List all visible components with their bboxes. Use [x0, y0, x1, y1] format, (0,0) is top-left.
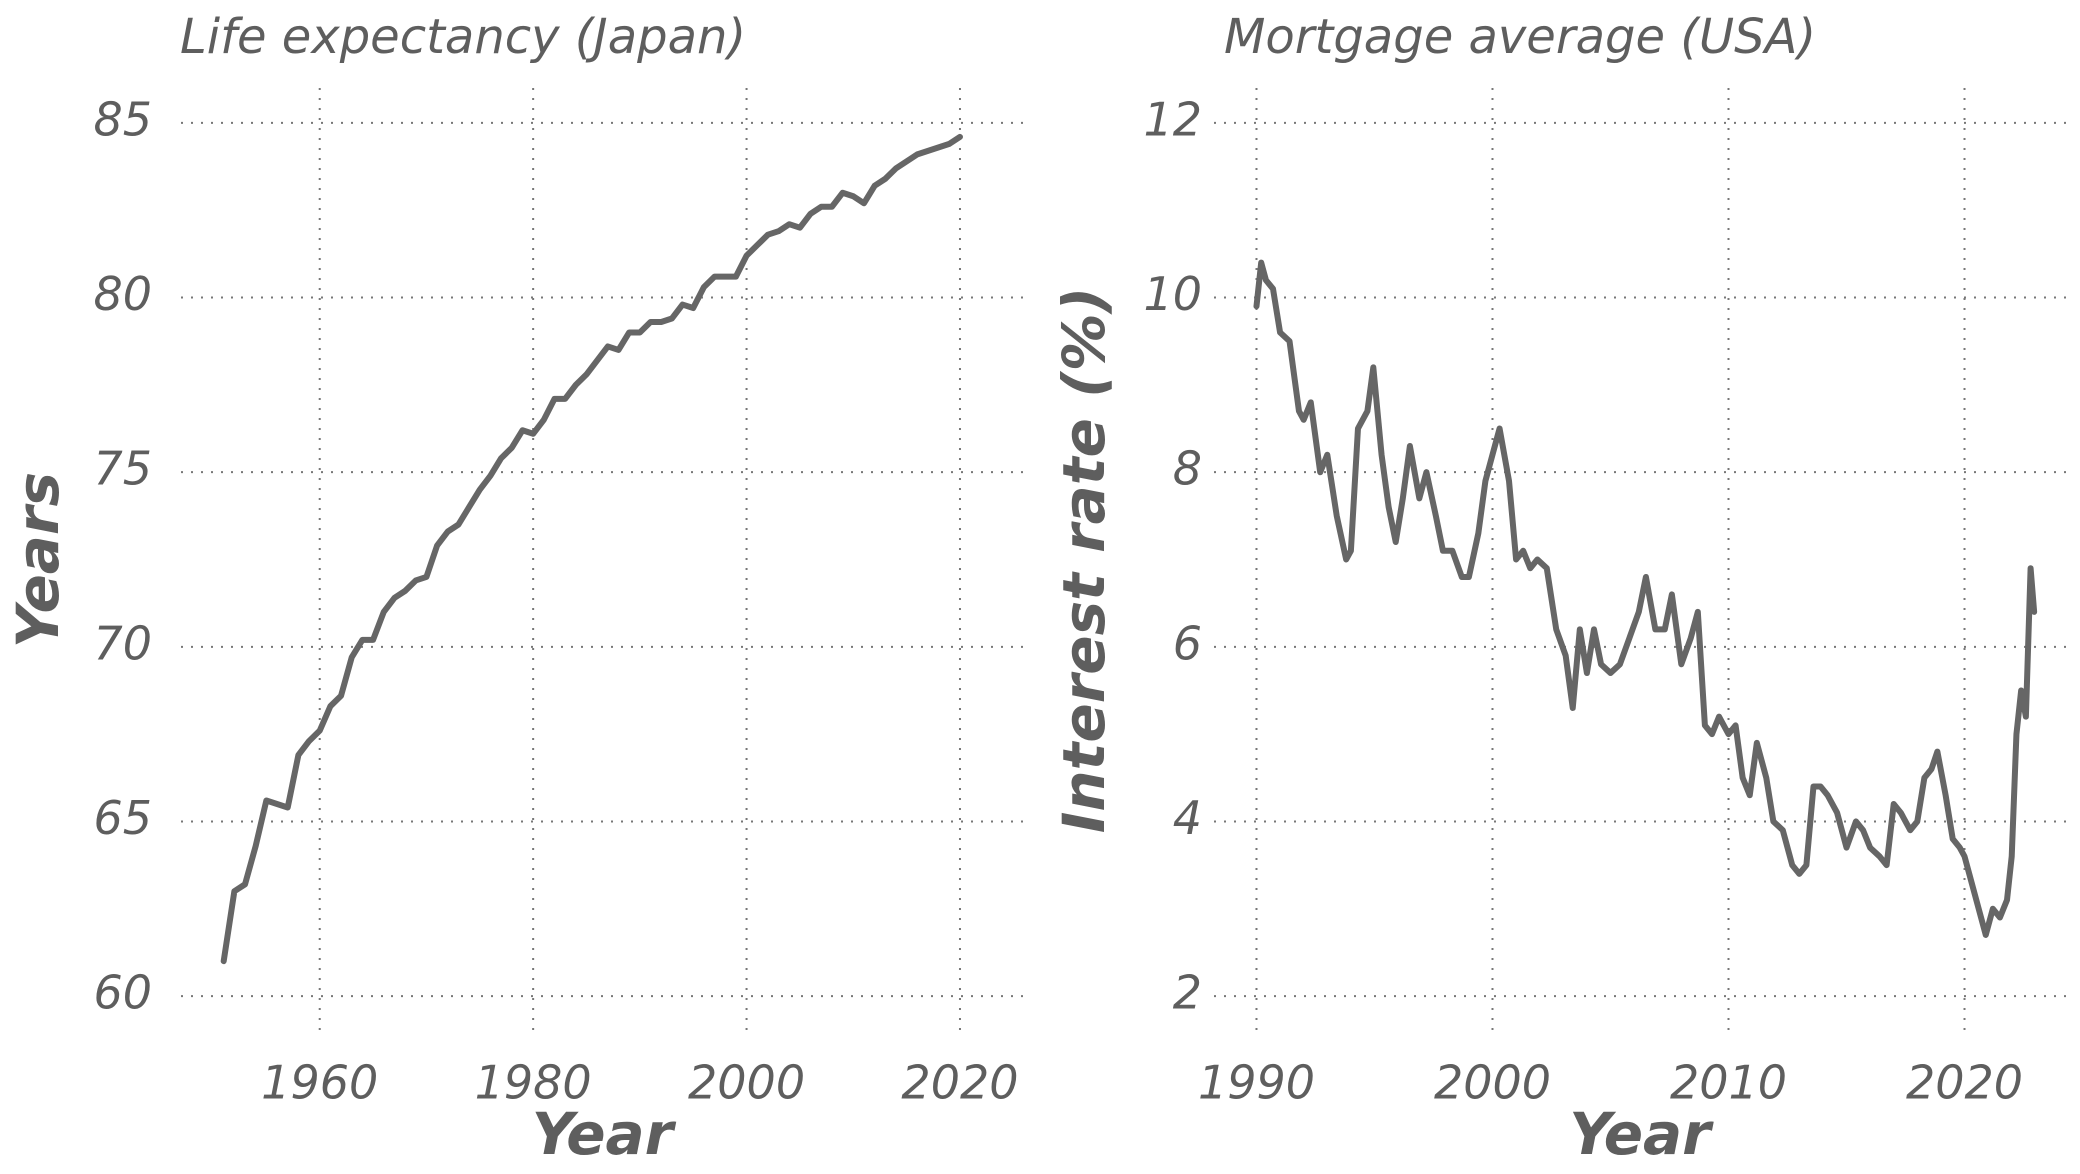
y-tick-label: 8 [1173, 442, 1202, 496]
chart-title: Mortgage average (USA) [1224, 9, 1816, 65]
y-tick-label: 85 [93, 92, 152, 146]
y-tick-label: 4 [1173, 791, 1202, 845]
y-tick-label: 70 [93, 616, 152, 670]
x-tick-label: 2020 [901, 1056, 1018, 1110]
y-tick-label: 60 [93, 966, 152, 1020]
y-tick-label: 75 [93, 442, 152, 496]
y-axis-label: Years [4, 472, 72, 648]
y-tick-label: 12 [1143, 92, 1202, 146]
x-tick-label: 2020 [1906, 1056, 2023, 1110]
x-tick-label: 1980 [475, 1056, 592, 1110]
x-tick-label: 1990 [1198, 1056, 1315, 1110]
x-tick-label: 2000 [688, 1056, 805, 1110]
x-tick-label: 1960 [261, 1056, 378, 1110]
y-tick-label: 2 [1173, 966, 1202, 1020]
y-axis-label: Interest rate (%) [1050, 287, 1118, 833]
y-tick-label: 10 [1143, 267, 1202, 321]
y-tick-label: 6 [1173, 616, 1202, 670]
data-line [220, 133, 963, 965]
x-axis-label: Year [532, 1100, 677, 1168]
x-tick-label: 2000 [1434, 1056, 1551, 1110]
x-tick-label: 2010 [1670, 1056, 1787, 1110]
x-axis-label: Year [1569, 1100, 1714, 1168]
y-tick-label: 65 [93, 791, 152, 845]
y-tick-label: 80 [93, 267, 152, 321]
data-line [1253, 259, 2038, 938]
chart-title: Life expectancy (Japan) [180, 9, 746, 65]
